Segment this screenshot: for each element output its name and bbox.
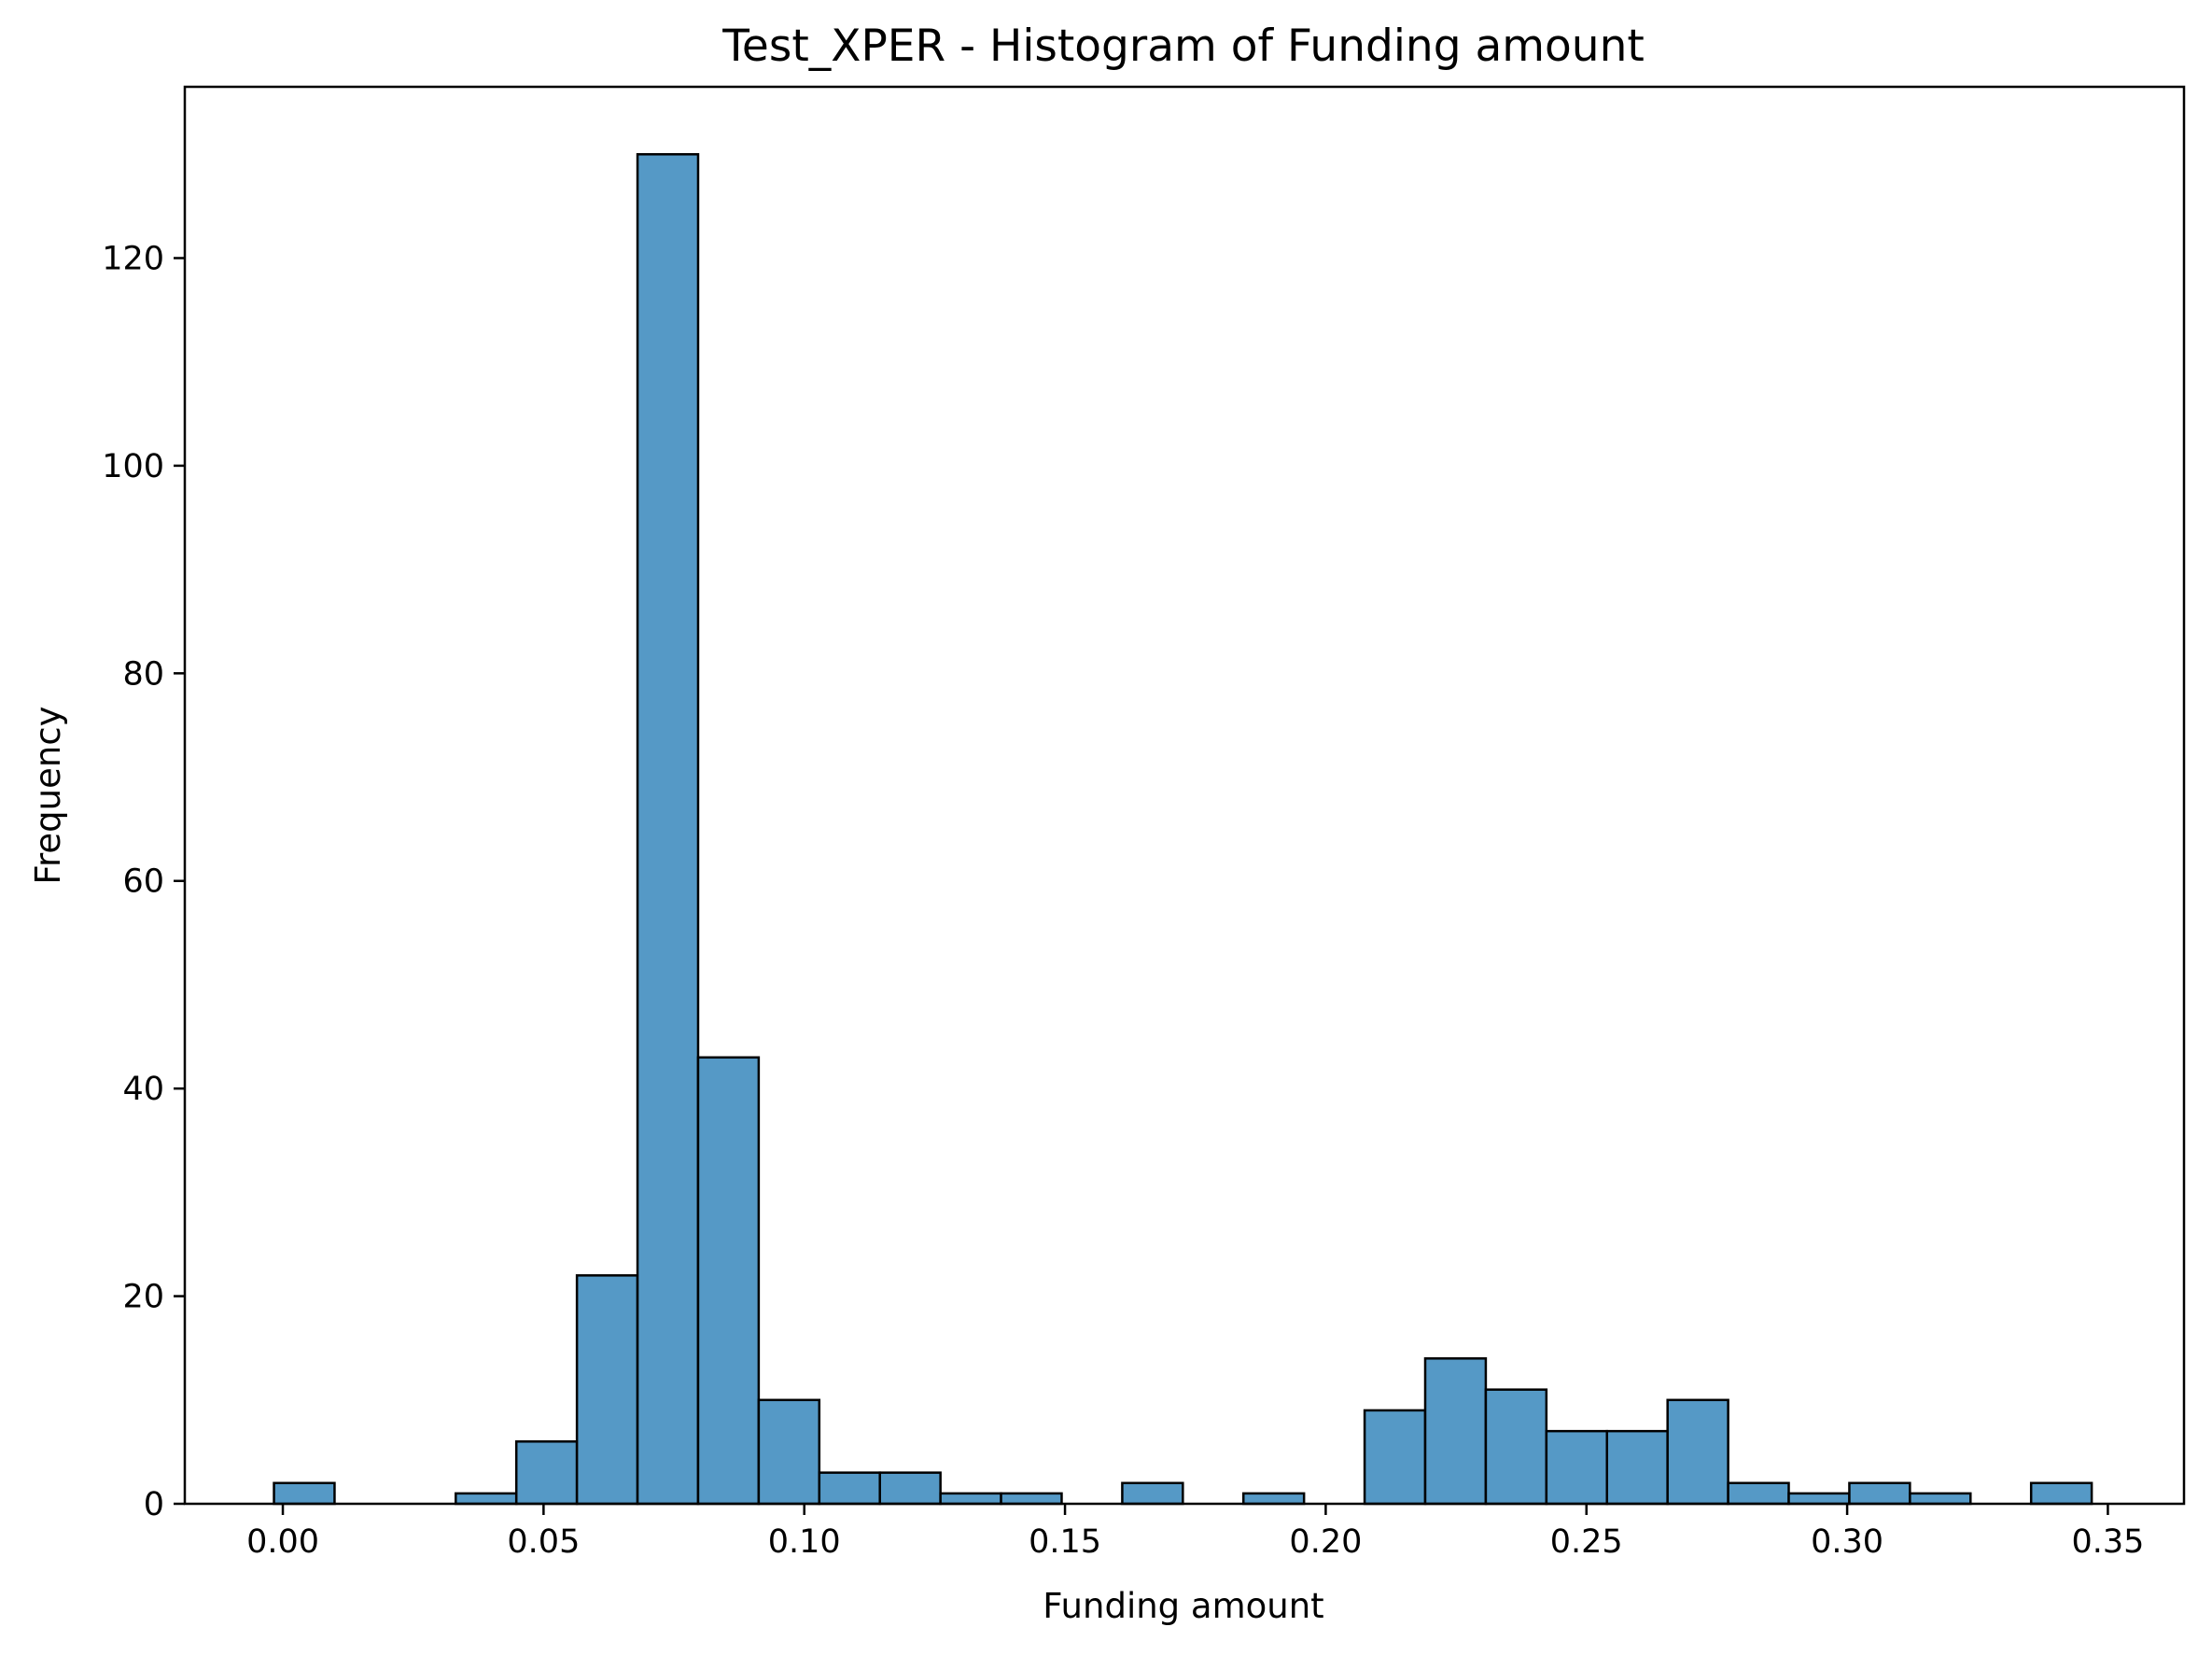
histogram-bar bbox=[514, 1440, 579, 1506]
histogram-bar bbox=[1848, 1481, 1911, 1506]
x-tick-label: 0.05 bbox=[507, 1523, 580, 1561]
histogram-bar bbox=[636, 153, 700, 1506]
x-tick-label: 0.35 bbox=[2071, 1523, 2144, 1561]
histogram-bar bbox=[1787, 1492, 1851, 1506]
histogram-bar bbox=[1363, 1409, 1427, 1506]
histogram-bar bbox=[696, 1056, 761, 1506]
x-tick-label: 0.25 bbox=[1550, 1523, 1623, 1561]
y-axis-ticks: 0 20 40 60 80 100 120 bbox=[102, 240, 185, 1523]
histogram-bar bbox=[878, 1471, 942, 1506]
histogram-bar bbox=[939, 1492, 1002, 1506]
y-tick-label: 60 bbox=[122, 863, 164, 901]
histogram-bar bbox=[1121, 1481, 1184, 1506]
histogram-bar bbox=[1241, 1492, 1306, 1506]
y-tick-label: 80 bbox=[122, 655, 164, 693]
x-axis-label: Funding amount bbox=[1043, 1586, 1323, 1626]
x-tick-label: 0.20 bbox=[1289, 1523, 1362, 1561]
y-tick-label: 120 bbox=[102, 240, 164, 277]
x-tick-label: 0.00 bbox=[246, 1523, 319, 1561]
plot-frame bbox=[183, 85, 2186, 1506]
histogram-bar bbox=[1423, 1357, 1488, 1506]
y-tick-label: 0 bbox=[144, 1486, 164, 1523]
y-tick-label: 20 bbox=[122, 1279, 164, 1316]
x-axis-ticks: 0.00 0.05 0.10 0.15 0.20 0.25 0.30 0.35 bbox=[246, 1504, 2144, 1561]
y-tick-label: 100 bbox=[102, 448, 164, 485]
histogram-bar bbox=[575, 1274, 639, 1506]
y-axis-label: Frequency bbox=[28, 706, 68, 884]
histogram-bar bbox=[1666, 1398, 1729, 1506]
histogram-bar bbox=[1545, 1429, 1609, 1506]
x-tick-label: 0.10 bbox=[768, 1523, 841, 1561]
histogram-bar bbox=[757, 1398, 821, 1506]
y-tick-label: 40 bbox=[122, 1071, 164, 1108]
histogram-bar bbox=[1909, 1492, 1972, 1506]
histogram-bar bbox=[273, 1481, 336, 1506]
x-tick-label: 0.15 bbox=[1029, 1523, 1101, 1561]
chart-title: Test_XPER - Histogram of Funding amount bbox=[721, 21, 1645, 72]
bars-group bbox=[273, 153, 2093, 1506]
histogram-bar bbox=[1605, 1429, 1669, 1506]
histogram-bar bbox=[1484, 1388, 1548, 1506]
histogram-bar bbox=[818, 1471, 881, 1506]
x-tick-label: 0.30 bbox=[1811, 1523, 1883, 1561]
histogram-bar bbox=[2029, 1481, 2093, 1506]
histogram-bar bbox=[1727, 1481, 1790, 1506]
histogram-bar bbox=[1000, 1492, 1063, 1506]
histogram-bar bbox=[455, 1492, 518, 1506]
